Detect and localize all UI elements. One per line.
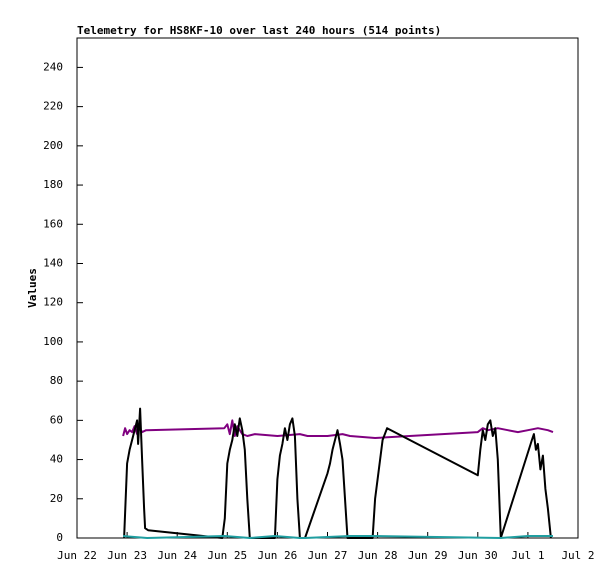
y-tick-label: 240 xyxy=(43,60,63,73)
x-tick-label: Jun 29 xyxy=(408,549,448,562)
x-tick-label: Jun 30 xyxy=(458,549,498,562)
series-line xyxy=(123,407,552,539)
y-tick-label: 200 xyxy=(43,139,63,152)
x-tick-label: Jun 27 xyxy=(308,549,348,562)
series-line xyxy=(123,535,553,539)
y-tick-label: 0 xyxy=(56,531,63,544)
x-tick-label: Jun 25 xyxy=(207,549,247,562)
chart-title: Telemetry for HS8KF-10 over last 240 hou… xyxy=(77,24,441,37)
x-tick-label: Jul 1 xyxy=(511,549,544,562)
x-tick-label: Jun 28 xyxy=(358,549,398,562)
x-tick-label: Jun 24 xyxy=(157,549,197,562)
y-tick-label: 20 xyxy=(50,492,63,505)
y-tick-label: 140 xyxy=(43,256,63,269)
x-tick-label: Jun 23 xyxy=(107,549,147,562)
x-tick-label: Jun 26 xyxy=(258,549,298,562)
x-tick-label: Jun 22 xyxy=(57,549,97,562)
y-tick-label: 40 xyxy=(50,453,63,466)
y-axis-label: Values xyxy=(26,268,39,308)
y-tick-label: 180 xyxy=(43,178,63,191)
y-tick-label: 80 xyxy=(50,374,63,387)
y-tick-label: 220 xyxy=(43,100,63,113)
x-tick-label: Jul 2 xyxy=(561,549,594,562)
y-tick-label: 100 xyxy=(43,335,63,348)
y-tick-label: 60 xyxy=(50,413,63,426)
y-tick-label: 120 xyxy=(43,296,63,309)
y-tick-label: 160 xyxy=(43,217,63,230)
